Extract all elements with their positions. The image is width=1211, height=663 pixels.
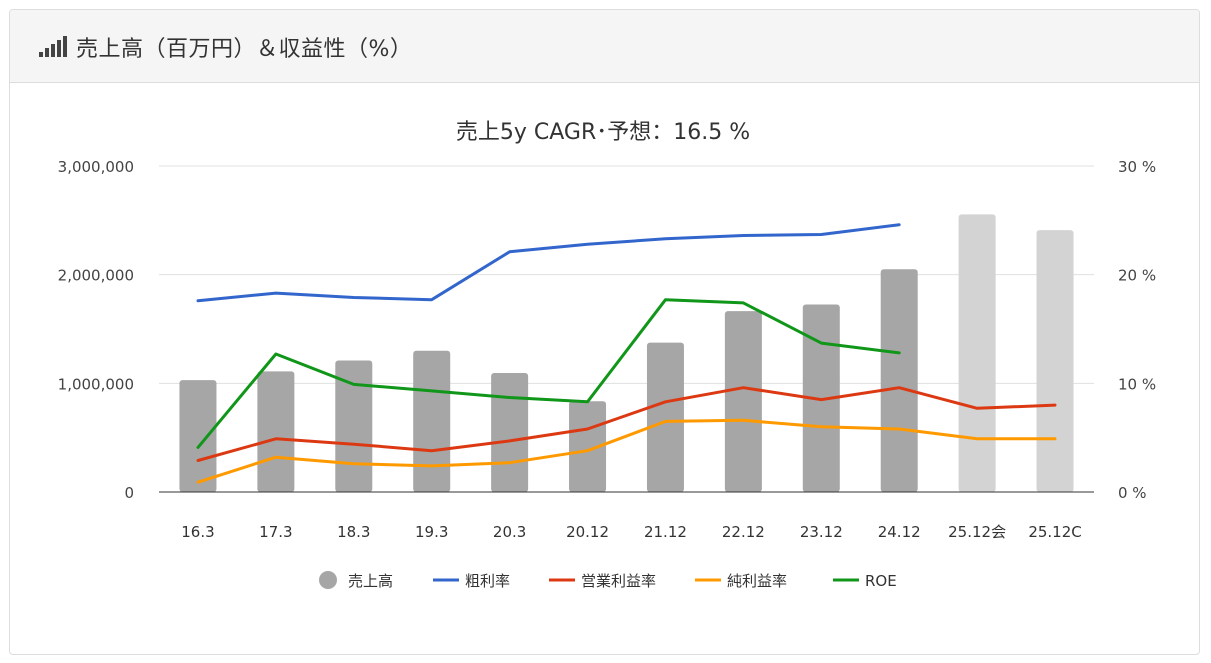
line-純利益率 [196,418,1057,484]
x-tick-label: 25.12会 [948,523,1006,541]
y-left-tick-label: 3,000,000 [58,158,134,176]
bar-17.3 [257,371,295,492]
y-right-tick-label: 30 % [1118,158,1156,176]
panel-title: 売上高（百万円）＆収益性（%） [76,37,413,62]
x-tick-label: 21.12 [644,523,687,541]
panel-header: 売上高（百万円）＆収益性（%） [10,10,1199,83]
y-left-tick-label: 2,000,000 [58,267,134,285]
bar-24.12 [880,269,918,492]
y-right-tick-label: 20 % [1118,267,1156,285]
y-left-tick-label: 0 [124,484,134,502]
x-tick-label: 18.3 [337,523,370,541]
x-tick-label: 16.3 [181,523,214,541]
bar-21.12 [646,342,684,492]
x-tick-label: 24.12 [878,523,921,541]
bar-18.3 [335,360,373,492]
signal-bars-icon [39,36,67,57]
x-tick-label: 17.3 [259,523,292,541]
x-tick-label: 25.12C [1028,523,1081,541]
bar-25.12C [1036,230,1074,492]
bar-16.3 [179,380,217,492]
legend-label: 売上高 [348,572,393,590]
x-tick-label: 20.3 [493,523,526,541]
legend-label: ROE [865,572,897,590]
x-tick-label: 20.12 [566,523,609,541]
x-tick-label: 19.3 [415,523,448,541]
line-営業利益率 [196,386,1057,462]
y-right-tick-label: 0 % [1118,484,1147,502]
x-tick-label: 22.12 [722,523,765,541]
bar-20.3 [491,373,529,492]
legend-label: 営業利益率 [581,572,656,590]
bar-25.12会 [958,214,996,492]
x-tick-label: 23.12 [800,523,843,541]
chart-title: 売上5y CAGR･予想：16.5 % [456,120,750,145]
bar-22.12 [724,311,762,492]
chart-panel: 売上高（百万円）＆収益性（%） [9,9,1200,655]
bar-20.12 [569,401,607,492]
legend-label: 粗利率 [465,572,510,590]
line-粗利率 [196,223,901,303]
y-right-tick-label: 10 % [1118,375,1156,393]
legend-swatch-売上高 [319,571,337,589]
y-left-tick-label: 1,000,000 [58,375,134,393]
bar-19.3 [413,350,451,492]
legend-label: 純利益率 [727,572,787,590]
line-ROE [196,298,901,449]
